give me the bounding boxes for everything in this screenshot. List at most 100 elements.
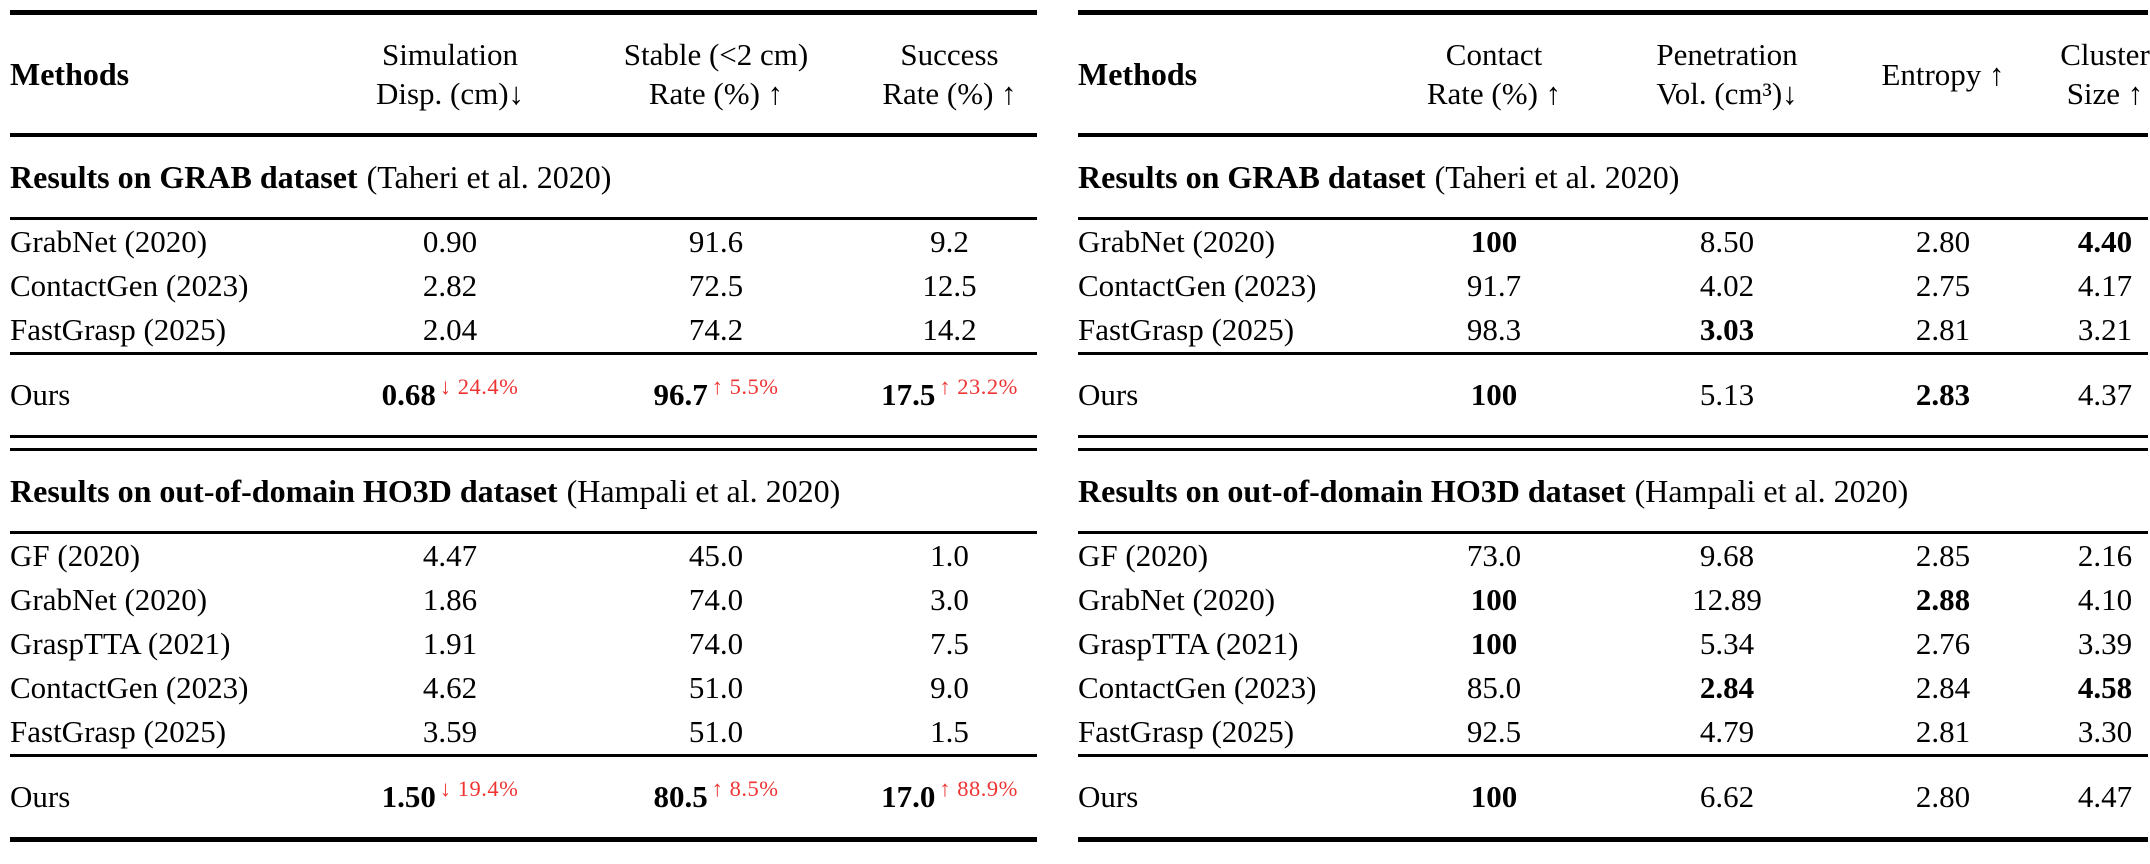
table-row: FastGrasp (2025) 2.04 74.2 14.2 xyxy=(10,308,1037,352)
method-cell: Ours xyxy=(1078,779,1139,814)
value-cell: 4.17 xyxy=(2077,268,2133,303)
method-cell: ContactGen (2023) xyxy=(1078,670,1317,705)
section-title-ho3d: Results on out-of-domain HO3D dataset (H… xyxy=(1078,472,1909,509)
value-cell: 2.84 xyxy=(1915,670,1971,705)
value-cell: 92.5 xyxy=(1466,714,1522,749)
method-cell: ContactGen (2023) xyxy=(10,670,249,705)
delta-annotation: ↑ 88.9% xyxy=(939,776,1018,801)
delta-annotation: ↑ 23.2% xyxy=(939,374,1018,399)
table-row: GrabNet (2020) 100 8.50 2.80 4.40 xyxy=(1078,220,2148,264)
value-cell: 4.62 xyxy=(422,670,478,705)
table-row: FastGrasp (2025) 3.59 51.0 1.5 xyxy=(10,710,1037,754)
top-rule xyxy=(1078,10,2148,15)
ours-value: 17.5 xyxy=(881,377,936,412)
value-cell: 72.5 xyxy=(688,268,744,303)
method-cell: FastGrasp (2025) xyxy=(10,714,227,749)
method-cell: Ours xyxy=(1078,377,1139,412)
method-cell: Ours xyxy=(10,377,71,412)
value-cell: 9.0 xyxy=(930,670,969,705)
value-cell: 4.37 xyxy=(2077,377,2133,412)
table-row: GrabNet (2020) 0.90 91.6 9.2 xyxy=(10,220,1037,264)
value-cell: 5.34 xyxy=(1699,626,1755,661)
divider xyxy=(10,352,1037,355)
value-cell: 2.84 xyxy=(1699,670,1755,705)
value-cell: 3.59 xyxy=(422,714,478,749)
value-cell: 74.2 xyxy=(688,312,744,347)
value-cell: 7.5 xyxy=(930,626,969,661)
ours-value: 80.5 xyxy=(653,779,708,814)
value-cell: 5.13 xyxy=(1699,377,1755,412)
value-cell: 1.5 xyxy=(930,714,969,749)
value-cell: 6.62 xyxy=(1699,779,1755,814)
results-tables-page: Methods Simulation Disp. (cm)↓ Stable (<… xyxy=(0,0,2150,842)
delta-annotation: ↑ 5.5% xyxy=(711,374,779,399)
method-cell: FastGrasp (2025) xyxy=(1078,312,1295,347)
value-cell: 96.7 ↑ 5.5% xyxy=(570,374,862,413)
right-results-table: Methods Contact Rate (%) ↑ Penetration V… xyxy=(1078,10,2150,842)
delta-annotation: ↓ 19.4% xyxy=(439,776,519,801)
section-title-grab: Results on GRAB dataset (Taheri et al. 2… xyxy=(10,158,612,195)
column-header-success-rate: Success Rate (%) ↑ xyxy=(882,37,1017,111)
section-title-grab: Results on GRAB dataset (Taheri et al. 2… xyxy=(1078,158,1680,195)
value-cell: 45.0 xyxy=(688,538,744,573)
right-table-header: Methods Contact Rate (%) ↑ Penetration V… xyxy=(1078,15,2150,133)
column-header-stable-rate: Stable (<2 cm) Rate (%) ↑ xyxy=(623,37,809,111)
value-cell: 2.81 xyxy=(1915,714,1971,749)
double-rule xyxy=(1078,435,2148,451)
method-cell: ContactGen (2023) xyxy=(10,268,249,303)
value-cell: 12.89 xyxy=(1692,582,1762,617)
double-rule xyxy=(10,435,1037,451)
delta-annotation: ↓ 24.4% xyxy=(439,374,519,399)
ours-value: 1.50 xyxy=(381,779,436,814)
value-cell: 2.81 xyxy=(1915,312,1971,347)
divider xyxy=(10,531,1037,534)
divider xyxy=(10,217,1037,220)
value-cell: 0.90 xyxy=(422,224,478,259)
table-row: ContactGen (2023) 91.7 4.02 2.75 4.17 xyxy=(1078,264,2148,308)
divider xyxy=(1078,754,2148,757)
bottom-rule xyxy=(1078,837,2148,842)
ours-row: Ours 100 6.62 2.80 4.47 xyxy=(1078,757,2148,837)
value-cell: 12.5 xyxy=(922,268,977,303)
ours-value: 0.68 xyxy=(381,377,436,412)
value-cell: 2.80 xyxy=(1915,779,1971,814)
value-cell: 17.5 ↑ 23.2% xyxy=(862,374,1037,413)
method-cell: GrabNet (2020) xyxy=(10,582,208,617)
value-cell: 3.30 xyxy=(2077,714,2133,749)
column-header-contact-rate: Contact Rate (%) ↑ xyxy=(1426,37,1562,111)
divider xyxy=(1078,531,2148,534)
bottom-rule xyxy=(10,837,1037,842)
divider xyxy=(1078,217,2148,220)
ours-row: Ours 100 5.13 2.83 4.37 xyxy=(1078,355,2148,435)
value-cell: 4.40 xyxy=(2077,224,2133,259)
section-title-ho3d: Results on out-of-domain HO3D dataset (H… xyxy=(10,472,841,509)
left-results-table: Methods Simulation Disp. (cm)↓ Stable (<… xyxy=(10,10,1037,842)
value-cell: 2.04 xyxy=(422,312,478,347)
table-row: GraspTTA (2021) 100 5.34 2.76 3.39 xyxy=(1078,622,2148,666)
value-cell: 2.80 xyxy=(1915,224,1971,259)
value-cell: 2.75 xyxy=(1915,268,1971,303)
methods-column-header: Methods xyxy=(1078,55,1198,92)
table-row: FastGrasp (2025) 98.3 3.03 2.81 3.21 xyxy=(1078,308,2148,352)
value-cell: 74.0 xyxy=(688,626,744,661)
value-cell: 51.0 xyxy=(688,714,744,749)
method-cell: GF (2020) xyxy=(10,538,141,573)
value-cell: 100 xyxy=(1470,224,1518,259)
value-cell: 3.39 xyxy=(2077,626,2133,661)
method-cell: ContactGen (2023) xyxy=(1078,268,1317,303)
value-cell: 9.68 xyxy=(1699,538,1755,573)
value-cell: 1.50 ↓ 19.4% xyxy=(330,776,570,815)
value-cell: 91.7 xyxy=(1466,268,1522,303)
value-cell: 85.0 xyxy=(1466,670,1522,705)
method-cell: FastGrasp (2025) xyxy=(1078,714,1295,749)
value-cell: 3.21 xyxy=(2077,312,2133,347)
table-row: GraspTTA (2021) 1.91 74.0 7.5 xyxy=(10,622,1037,666)
delta-annotation: ↑ 8.5% xyxy=(711,776,779,801)
method-cell: GrabNet (2020) xyxy=(10,224,208,259)
value-cell: 98.3 xyxy=(1466,312,1522,347)
left-table-header: Methods Simulation Disp. (cm)↓ Stable (<… xyxy=(10,15,1037,133)
method-cell: GraspTTA (2021) xyxy=(1078,626,1299,661)
value-cell: 100 xyxy=(1470,626,1518,661)
value-cell: 3.03 xyxy=(1699,312,1755,347)
top-rule xyxy=(10,10,1037,15)
